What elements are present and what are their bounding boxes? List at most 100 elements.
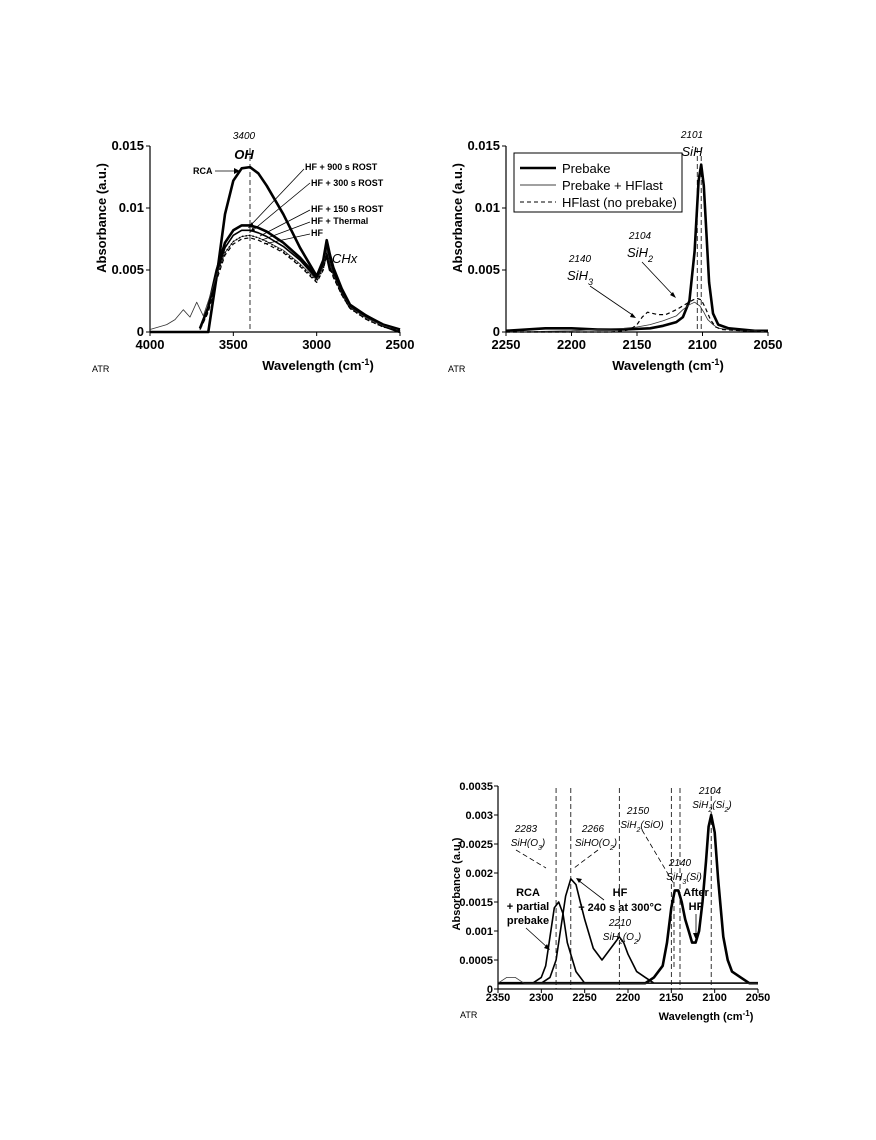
annotation-leaders: [515, 829, 675, 968]
series-line-6: [199, 234, 401, 332]
annotation-arrowheads: [234, 168, 255, 232]
x-tick-label: 3500: [219, 337, 248, 352]
peak-2140-label: SiH3(Si): [666, 872, 702, 886]
annotation-arrows: [525, 879, 697, 949]
x-axis-title: Wavelength (cm-1): [612, 357, 724, 373]
hf-240s-label: + 240 s at 300°C: [578, 902, 662, 914]
peak-2266-position: 2266: [581, 824, 605, 835]
after-hf-label: HF: [689, 901, 704, 913]
x-tick-label: 2300: [529, 992, 553, 1004]
rca-label: RCA: [193, 166, 213, 176]
legend-hflast: HFlast (no prebake): [562, 195, 677, 210]
atr-label: ATR: [92, 364, 110, 374]
series-line-3: [199, 229, 401, 331]
x-tick-label: 2150: [623, 337, 652, 352]
x-tick-label: 2100: [688, 337, 717, 352]
peak-2283-position: 2283: [514, 824, 538, 835]
x-tick-label: 2050: [754, 337, 783, 352]
sih3-label: SiH3: [567, 268, 593, 287]
rca-prebake-label: prebake: [507, 915, 549, 927]
chart-sih-oxidized-ticks: 2350 2300 2250 2200 2150 2100 2050 0 0.0005 0.001…: [459, 781, 770, 1004]
y-tick-label: 0.005: [111, 262, 144, 277]
x-tick-label: 2250: [492, 337, 521, 352]
series-line-2: [198, 224, 401, 331]
y-tick-label: 0.0025: [459, 839, 493, 851]
atr-label: ATR: [460, 1010, 478, 1020]
hf-label: HF: [311, 228, 323, 238]
chart-oh-marks: [149, 146, 401, 334]
series-line-1: [150, 165, 401, 334]
y-tick-label: 0.01: [119, 200, 144, 215]
series-line-4: [497, 977, 758, 984]
y-tick-label: 0.0005: [459, 955, 493, 967]
rca-partial-label: + partial: [507, 901, 550, 913]
series-line-3: [506, 297, 769, 333]
hf-thermal-label: HF + Thermal: [311, 216, 368, 226]
chart-oh-svg: 4000 3500 3000 2500 0 0.005 0.01 0.015 Absorban…: [92, 131, 414, 374]
y-tick-label: 0.005: [467, 262, 500, 277]
hf300-label: HF + 300 s ROST: [311, 178, 384, 188]
peak-2104-position: 2104: [698, 786, 722, 797]
sih2-label: SiH2: [627, 245, 653, 264]
chart-sih-oxidized-marks: [497, 786, 758, 990]
x-tick-label: 3000: [302, 337, 331, 352]
peak-2283-label: SiH(O3): [511, 838, 545, 852]
peak-position-label: 3400: [233, 131, 256, 142]
peak-2150-label: SiH2(SiO): [620, 820, 663, 834]
oh-label: OH: [234, 147, 254, 162]
rca-label: RCA: [516, 887, 540, 899]
peak-2104-label: SiH2(Si2): [692, 800, 732, 814]
series-line-2: [505, 301, 769, 333]
hf900-label: HF + 900 s ROST: [305, 162, 378, 172]
annotation-arrowheads: [544, 878, 699, 950]
x-tick-label: 2150: [659, 992, 683, 1004]
chart-sih-oxidized-region: 2350 2300 2250 2200 2150 2100 2050 0 0.0005 0.001…: [448, 772, 770, 1030]
chart-sih-region: 2250 2200 2150 2100 2050 0 0.005 0.01 0.015 Abso…: [448, 126, 782, 386]
y-tick-label: 0: [137, 324, 144, 339]
y-tick-label: 0: [493, 324, 500, 339]
x-tick-label: 4000: [136, 337, 165, 352]
hf-label: HF: [613, 887, 628, 899]
y-tick-label: 0: [487, 984, 493, 996]
annotation-arrows: [215, 168, 311, 245]
annotation-arrowheads: [630, 292, 676, 318]
y-tick-label: 0.01: [475, 200, 500, 215]
y-axis-title: Absorbance (a.u.): [451, 837, 463, 930]
x-tick-label: 2200: [616, 992, 640, 1004]
legend: Prebake Prebake + HFlast HFlast (no preb…: [513, 152, 683, 213]
x-tick-label: 2200: [557, 337, 586, 352]
chart-sih-ticks: 2250 2200 2150 2100 2050 0 0.005 0.01 0.015: [467, 138, 782, 352]
atr-label: ATR: [448, 364, 466, 374]
peak-2140-position: 2140: [668, 858, 692, 869]
chx-label: CHx: [332, 251, 358, 266]
y-tick-label: 0.002: [465, 868, 493, 880]
y-axis-title: Absorbance (a.u.): [94, 163, 109, 273]
after-label: After: [683, 887, 709, 899]
y-tick-label: 0.015: [467, 138, 500, 153]
chart-sih-oxidized-svg: 2350 2300 2250 2200 2150 2100 2050 0 0.0005 0.001…: [451, 781, 770, 1023]
y-axis-title: Absorbance (a.u.): [450, 163, 465, 273]
chart-sih-svg: 2250 2200 2150 2100 2050 0 0.005 0.01 0.015 Abso…: [448, 130, 782, 374]
sih-position-label: 2101: [680, 130, 703, 141]
sih2-position-label: 2104: [628, 231, 652, 242]
annotation-arrows: [589, 261, 675, 317]
x-tick-label: 2350: [486, 992, 510, 1004]
y-tick-label: 0.015: [111, 138, 144, 153]
y-tick-label: 0.0035: [459, 781, 493, 793]
series-line-1: [505, 163, 768, 333]
legend-prebake: Prebake: [562, 161, 610, 176]
legend-prebake-hflast: Prebake + HFlast: [562, 178, 663, 193]
chart-oh-region: 4000 3500 3000 2500 0 0.005 0.01 0.015 Absorban…: [92, 126, 414, 386]
peak-2210-label: SiH2(O2): [603, 932, 641, 946]
chart-oh-ticks: 4000 3500 3000 2500 0 0.005 0.01 0.015: [111, 138, 414, 352]
sih3-position-label: 2140: [568, 254, 592, 265]
x-axis-title: Wavelength (cm-1): [262, 357, 374, 373]
peak-2266-label: SiHO(O2): [575, 838, 617, 852]
peak-2210-position: 2210: [608, 918, 632, 929]
y-tick-label: 0.0015: [459, 897, 493, 909]
sih-label: SiH: [682, 144, 704, 159]
x-tick-label: 2100: [702, 992, 726, 1004]
x-tick-label: 2500: [386, 337, 415, 352]
y-tick-label: 0.003: [465, 810, 493, 822]
hf150-label: HF + 150 s ROST: [311, 204, 384, 214]
